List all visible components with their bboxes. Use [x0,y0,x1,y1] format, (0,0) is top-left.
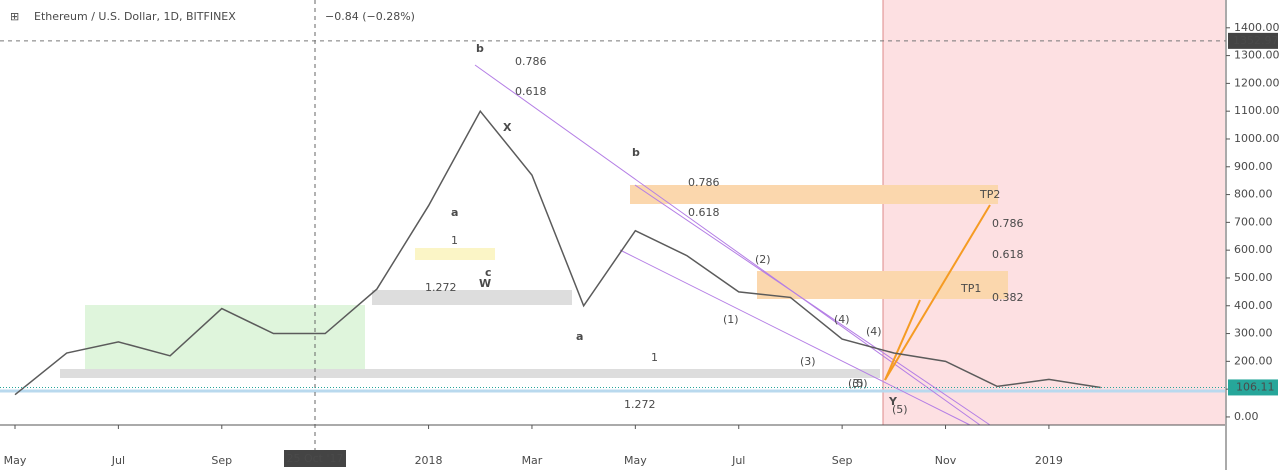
wave-label: (3) [800,355,816,368]
price-box [1228,32,1278,49]
symbol-icon: ⊞ [10,10,19,23]
y-tick-label: 600.00 [1234,243,1273,256]
wave-label: (4) [834,313,850,326]
fib-label: 0.618 [992,248,1024,261]
y-tick-label: 500.00 [1234,271,1273,284]
target-zone [883,0,1225,425]
x-tick-label: Mar [522,454,543,467]
fib-label: 0.786 [515,55,547,68]
wave-label: c [485,266,492,279]
x-tick-label: 2018 [415,454,443,467]
arrow [884,299,921,381]
price-box [1228,379,1278,396]
x-tick-label: May [624,454,647,467]
wave-label: Y [888,395,898,408]
support-band [60,369,880,378]
trendline [474,64,981,426]
y-tick-label: 1400.00 [1234,21,1280,34]
x-tick-label: Jul [111,454,125,467]
crosshair-date: 25 Oct '17 [286,452,343,465]
wave-label: W [479,277,491,290]
x-tick-label: 2019 [1035,454,1063,467]
y-tick-label: 200.00 [1234,354,1273,367]
y-tick-label: 400.00 [1234,299,1273,312]
wave-label: (4) [866,325,882,338]
wave-label: (2) [755,253,771,266]
trendline [634,184,991,426]
wave-label: b [632,146,640,159]
y-tick-label: 900.00 [1234,160,1273,173]
fib-label: 0.786 [992,217,1024,230]
y-tick-label: 1200.00 [1234,76,1280,89]
price-line [14,109,1101,396]
target-label: TP1 [960,282,981,295]
y-tick-label: 700.00 [1234,215,1273,228]
y-tick-label: 0.00 [1234,410,1259,423]
x-tick-label: Sep [211,454,232,467]
fib-label: 1.272 [624,398,656,411]
y-tick-label: 1300.00 [1234,49,1280,62]
fib-label: 1.272 [425,281,457,294]
wave-label: (5) [892,403,908,416]
tp2-zone [630,185,998,204]
arrow [884,204,991,381]
x-tick-label: Sep [832,454,853,467]
wave-label: a [576,330,583,343]
range-box [85,305,365,377]
y-tick-label: 1000.00 [1234,132,1280,145]
x-tick-label: Jul [731,454,745,467]
fib-label: 0.786 [688,176,720,189]
crosshair-date-box [284,450,346,467]
y-tick-label: 300.00 [1234,327,1273,340]
fib-label: 0.618 [515,85,547,98]
wave-label: (5) [852,377,868,390]
support-band [372,290,572,305]
annotations: b 0.786 0.618 X a 1 c W 1.272 a b 0.786 … [425,42,1024,416]
crosshair-price-label: 1352.97 [1233,34,1279,47]
fib-label: 0.618 [688,206,720,219]
price-change: −0.84 (−0.28%) [325,10,415,23]
last-price-label: 106.11 [1236,380,1275,393]
wave-label: (1) [723,313,739,326]
y-tick-label: 1100.00 [1234,104,1280,117]
x-tick-label: May [4,454,27,467]
tp1-zone [757,271,1008,299]
wave-label: X [503,121,512,134]
wave-label: b [476,42,484,55]
y-tick-label: 800.00 [1234,188,1273,201]
chart-title: Ethereum / U.S. Dollar, 1D, BITFINEX [34,10,236,23]
fib-label: 1 [651,351,658,364]
zone [415,248,495,260]
target-label: TP2 [979,188,1000,201]
wave-label: a [451,206,458,219]
wave-label: (3) [848,377,864,390]
x-tick-label: Nov [935,454,957,467]
fib-label: 1 [451,234,458,247]
trendline [619,249,971,426]
fib-label: 0.382 [992,291,1024,304]
